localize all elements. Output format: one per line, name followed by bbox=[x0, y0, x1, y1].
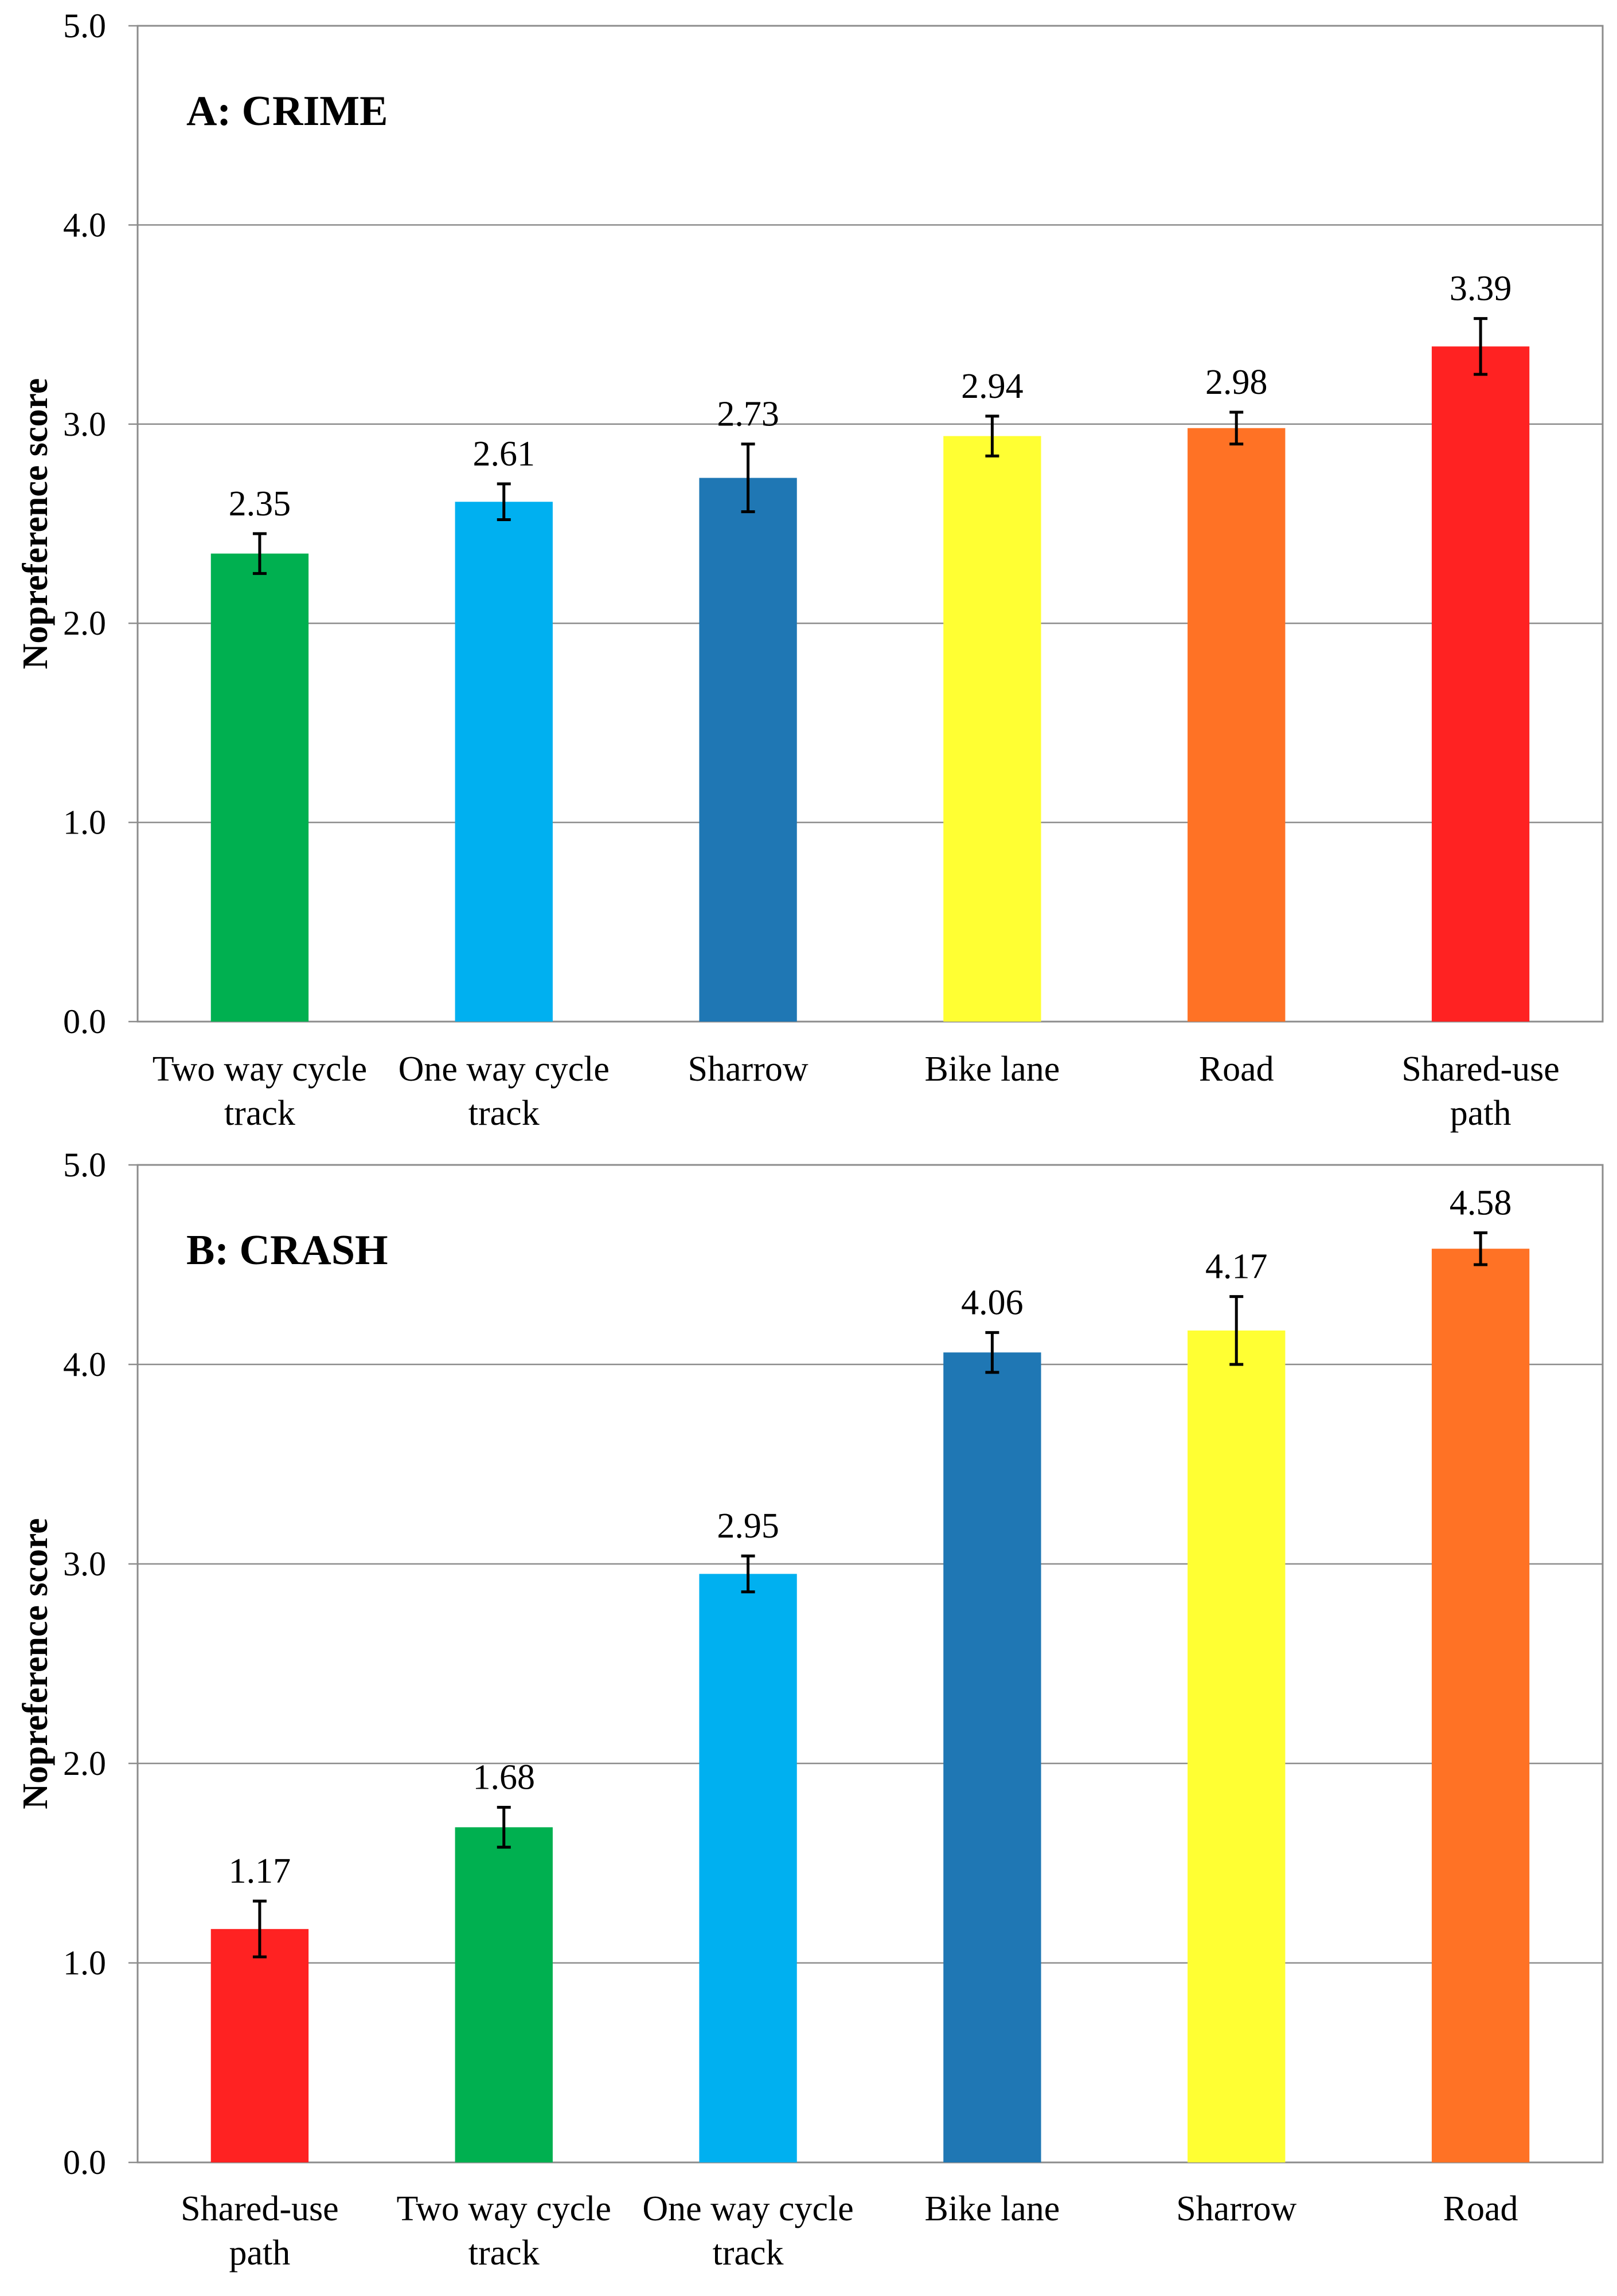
y-tick-label: 3.0 bbox=[63, 405, 106, 443]
y-tick-label: 3.0 bbox=[63, 1545, 106, 1583]
x-tick-label: track bbox=[468, 2234, 540, 2272]
bar bbox=[1188, 1330, 1286, 2162]
data-label: 2.73 bbox=[717, 395, 779, 434]
bar bbox=[699, 1574, 797, 2162]
y-tick-label: 4.0 bbox=[63, 206, 106, 244]
error-bar bbox=[741, 1554, 755, 1594]
data-label: 3.39 bbox=[1450, 269, 1512, 308]
y-tick-label: 5.0 bbox=[63, 7, 106, 45]
bar bbox=[1431, 346, 1530, 1022]
bar bbox=[455, 502, 553, 1022]
error-bar bbox=[1474, 317, 1488, 376]
bar bbox=[699, 478, 797, 1022]
x-tick-label: Two way cycle bbox=[397, 2189, 611, 2228]
x-tick-label: track bbox=[713, 2234, 784, 2272]
data-label: 2.98 bbox=[1205, 363, 1268, 402]
error-bar bbox=[985, 1331, 999, 1374]
y-tick-label: 4.0 bbox=[63, 1345, 106, 1383]
data-label: 4.17 bbox=[1205, 1247, 1268, 1286]
x-tick-label: Road bbox=[1443, 2189, 1518, 2228]
y-tick-label: 1.0 bbox=[63, 1944, 106, 1982]
data-label: 1.68 bbox=[473, 1758, 536, 1797]
error-bar bbox=[985, 414, 999, 457]
error-bar bbox=[252, 1899, 267, 1959]
y-tick-label: 5.0 bbox=[63, 1146, 106, 1184]
y-tick-label: 2.0 bbox=[63, 604, 106, 642]
bar bbox=[943, 436, 1041, 1022]
data-label: 2.94 bbox=[961, 367, 1024, 406]
x-tick-label: Bike lane bbox=[924, 2189, 1060, 2228]
bar bbox=[1188, 428, 1286, 1022]
bar bbox=[210, 553, 309, 1022]
x-tick-label: Road bbox=[1199, 1050, 1274, 1089]
chart-panel-2: 0.0 1.0 2.0 3.0 4.0 5.0 B: CRASH Nopreference s… bbox=[16, 1146, 1604, 2272]
x-tick-label: Sharrow bbox=[688, 1050, 808, 1089]
bar bbox=[210, 1929, 309, 2162]
chart-title: A: CRIME bbox=[186, 88, 388, 135]
plot-area bbox=[136, 25, 1604, 1023]
plot-area bbox=[136, 1164, 1604, 2164]
data-label: 2.35 bbox=[229, 484, 291, 523]
data-label: 2.95 bbox=[717, 1507, 779, 1546]
x-tick-label: Shared-use bbox=[181, 2189, 338, 2228]
bar bbox=[455, 1827, 553, 2162]
x-tick-label: Shared-use bbox=[1401, 1050, 1559, 1089]
x-tick-label: path bbox=[229, 2234, 291, 2272]
y-tick-label: 0.0 bbox=[63, 2144, 106, 2181]
chart-title: B: CRASH bbox=[186, 1227, 388, 1274]
error-bar bbox=[1229, 410, 1244, 446]
data-label: 2.61 bbox=[473, 435, 536, 474]
data-label: 4.06 bbox=[961, 1283, 1024, 1322]
error-bar bbox=[252, 532, 267, 575]
error-bar bbox=[741, 443, 755, 514]
y-tick-label: 2.0 bbox=[63, 1745, 106, 1782]
data-label: 1.17 bbox=[229, 1852, 291, 1891]
x-tick-label: Sharrow bbox=[1176, 2189, 1296, 2228]
error-bar bbox=[1474, 1231, 1488, 1266]
error-bar bbox=[497, 482, 511, 522]
x-tick-label: Two way cycle bbox=[153, 1050, 367, 1089]
bar bbox=[943, 1352, 1041, 2162]
x-tick-label: One way cycle bbox=[399, 1050, 610, 1089]
data-label: 4.58 bbox=[1450, 1183, 1512, 1222]
bar bbox=[1431, 1249, 1530, 2162]
y-tick-label: 1.0 bbox=[63, 804, 106, 842]
chart-panel-1: 0.0 1.0 2.0 3.0 4.0 5.0 A: CRIME Nopreference s… bbox=[16, 7, 1604, 1133]
x-tick-label: Bike lane bbox=[924, 1050, 1060, 1089]
x-tick-label: path bbox=[1450, 1094, 1511, 1133]
y-axis-label: Nopreference score bbox=[16, 378, 55, 670]
x-tick-label: track bbox=[468, 1094, 540, 1133]
x-tick-label: track bbox=[224, 1094, 295, 1133]
y-tick-label: 0.0 bbox=[63, 1003, 106, 1041]
y-axis-label: Nopreference score bbox=[16, 1518, 55, 1809]
error-bar bbox=[497, 1806, 511, 1849]
x-tick-label: One way cycle bbox=[642, 2189, 853, 2228]
error-bar bbox=[1229, 1295, 1244, 1366]
